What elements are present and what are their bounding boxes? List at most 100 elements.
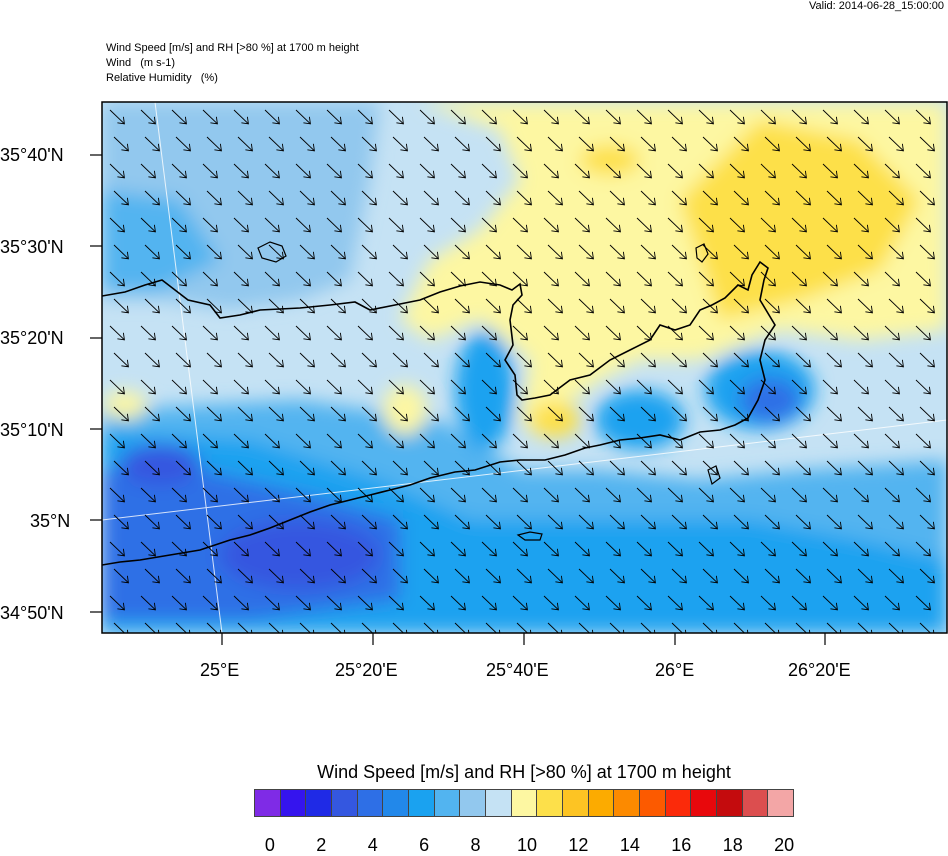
- wind-arrow: [237, 514, 253, 530]
- wind-arrow: [667, 109, 683, 125]
- wind-arrow: [857, 352, 873, 368]
- wind-arrow: [175, 136, 191, 152]
- wind-arrow: [295, 271, 311, 287]
- wind-arrow: [764, 298, 780, 314]
- wind-arrow: [698, 109, 714, 125]
- wind-arrow: [264, 487, 280, 503]
- field-central: [455, 330, 515, 450]
- wind-arrow: [392, 406, 408, 422]
- wind-arrow: [144, 406, 160, 422]
- wind-arrow: [175, 352, 191, 368]
- wind-arrow: [264, 163, 280, 179]
- wind-arrow: [233, 217, 249, 233]
- wind-arrow: [853, 595, 869, 611]
- wind-arrow: [299, 568, 315, 584]
- wind-arrow: [299, 136, 315, 152]
- wind-arrow: [357, 379, 373, 395]
- wind-arrow: [330, 298, 346, 314]
- wind-arrow: [485, 460, 501, 476]
- wind-arrow: [702, 622, 718, 633]
- wind-arrow: [729, 217, 745, 233]
- wind-arrow: [609, 244, 625, 260]
- wind-arrow: [450, 433, 466, 449]
- wind-arrow: [516, 406, 532, 422]
- wind-arrow: [915, 217, 931, 233]
- wind-arrow: [919, 460, 935, 476]
- wind-arrow: [326, 379, 342, 395]
- wind-arrow: [760, 379, 776, 395]
- wind-arrow: [671, 298, 687, 314]
- wind-arrow: [171, 109, 187, 125]
- wind-arrow: [454, 406, 470, 422]
- wind-arrow: [299, 406, 315, 422]
- wind-arrow: [268, 460, 284, 476]
- wind-arrow: [636, 271, 652, 287]
- wind-arrow: [795, 406, 811, 422]
- wind-arrow: [547, 190, 563, 206]
- wind-arrow: [202, 271, 218, 287]
- wind-arrow: [175, 568, 191, 584]
- wind-arrow: [667, 271, 683, 287]
- wind-arrow: [450, 109, 466, 125]
- colorbar-swatch: [768, 790, 794, 816]
- wind-arrow: [450, 595, 466, 611]
- wind-arrow: [795, 514, 811, 530]
- wind-arrow: [357, 271, 373, 287]
- wind-arrow: [330, 514, 346, 530]
- wind-arrow: [144, 568, 160, 584]
- colorbar-swatch: [357, 790, 384, 816]
- wind-arrow: [574, 433, 590, 449]
- wind-arrow: [512, 217, 528, 233]
- wind-arrow: [299, 460, 315, 476]
- wind-arrow: [857, 244, 873, 260]
- colorbar-tick-label: 16: [671, 835, 692, 855]
- wind-arrow: [698, 487, 714, 503]
- wind-arrow: [140, 325, 156, 341]
- wind-arrow: [605, 271, 621, 287]
- wind-arrow: [268, 406, 284, 422]
- colorbar-tick-label: 0: [264, 835, 275, 855]
- graticule: [102, 102, 947, 633]
- wind-arrow: [826, 190, 842, 206]
- wind-arrow: [671, 622, 687, 633]
- wind-arrow: [113, 190, 129, 206]
- wind-arrow: [888, 622, 904, 633]
- colorbar-tick-label: 8: [470, 835, 481, 855]
- island-east: [695, 243, 709, 263]
- wind-arrow: [454, 298, 470, 314]
- wind-arrow: [454, 352, 470, 368]
- wind-arrow: [884, 595, 900, 611]
- wind-arrow: [264, 217, 280, 233]
- wind-arrow: [485, 406, 501, 422]
- wind-arrow: [206, 406, 222, 422]
- wind-arrow: [361, 460, 377, 476]
- wind-arrow: [640, 514, 656, 530]
- wind-arrow: [888, 190, 904, 206]
- wind-arrow: [702, 190, 718, 206]
- wind-arrow: [268, 190, 284, 206]
- wind-arrow: [516, 244, 532, 260]
- wind-arrow: [729, 379, 745, 395]
- wind-arrow: [578, 460, 594, 476]
- colorbar-tick-label: 10: [516, 835, 538, 855]
- wind-arrow: [574, 541, 590, 557]
- colorbar-swatch: [383, 790, 410, 816]
- wind-arrow: [729, 325, 745, 341]
- wind-arrow: [733, 190, 749, 206]
- wind-arrow: [543, 487, 559, 503]
- wind-arrow: [791, 379, 807, 395]
- wind-arrow: [140, 217, 156, 233]
- wind-arrow: [206, 460, 222, 476]
- colorbar-swatch: [691, 790, 718, 816]
- wind-arrow: [206, 298, 222, 314]
- wind-arrow: [206, 352, 222, 368]
- wind-arrow: [326, 487, 342, 503]
- island-south: [516, 531, 543, 541]
- wind-arrow: [543, 379, 559, 395]
- wind-arrow: [361, 406, 377, 422]
- lat-label-35-40: 35°40'N: [0, 145, 64, 165]
- wind-arrow: [795, 136, 811, 152]
- field-central-east: [595, 390, 685, 450]
- wind-arrow: [109, 541, 125, 557]
